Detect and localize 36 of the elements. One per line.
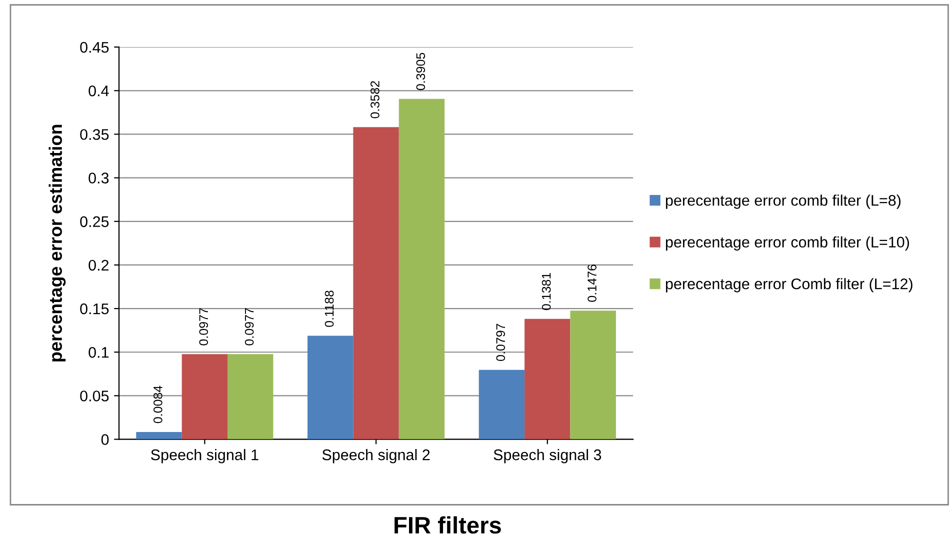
legend-label: perecentage error comb filter (L=10) (666, 236, 910, 251)
data-label: 0.3582 (370, 81, 380, 118)
data-label: 0.0977 (199, 308, 208, 346)
bar (478, 370, 525, 440)
bar (570, 310, 616, 440)
bar (136, 432, 182, 440)
bar (182, 354, 228, 440)
data-label: 0.1476 (588, 264, 596, 302)
y-tick-label: 0.25 (80, 216, 109, 228)
y-tick-label: 0.05 (80, 390, 109, 402)
bar (353, 127, 399, 440)
bar (228, 354, 274, 440)
y-tick-label: 0.4 (88, 86, 109, 96)
data-label: 0.0084 (153, 386, 162, 424)
legend-label: perecentage error comb filter (L=8) (666, 194, 901, 209)
bar (307, 336, 354, 440)
y-tick-label: 0.2 (88, 260, 109, 271)
bar (398, 98, 445, 440)
y-tick-label: 0.35 (80, 129, 109, 140)
legend-label: perecentage error Comb filter (L=12) (666, 278, 912, 292)
bar (524, 318, 570, 440)
data-label: 0.0797 (496, 324, 506, 362)
y-tick-label: 0 (101, 434, 109, 445)
y-tick-label: 0.3 (88, 172, 109, 184)
x-tick-label: Speech signal 2 (322, 449, 430, 464)
y-axis-title: percentage error estimation (48, 124, 66, 362)
y-tick-label: 0.45 (80, 42, 109, 53)
data-label: 0.3905 (416, 52, 426, 90)
x-tick-label: Speech signal 3 (494, 449, 602, 464)
data-label: 0.1381 (542, 272, 551, 310)
y-tick-label: 0.15 (80, 303, 109, 314)
data-label: 0.0977 (244, 308, 254, 346)
x-axis-title: FIR filters (394, 516, 501, 534)
data-label: 0.1188 (324, 290, 334, 327)
x-tick-label: Speech signal 1 (151, 449, 258, 464)
y-tick-label: 0.1 (88, 347, 109, 358)
